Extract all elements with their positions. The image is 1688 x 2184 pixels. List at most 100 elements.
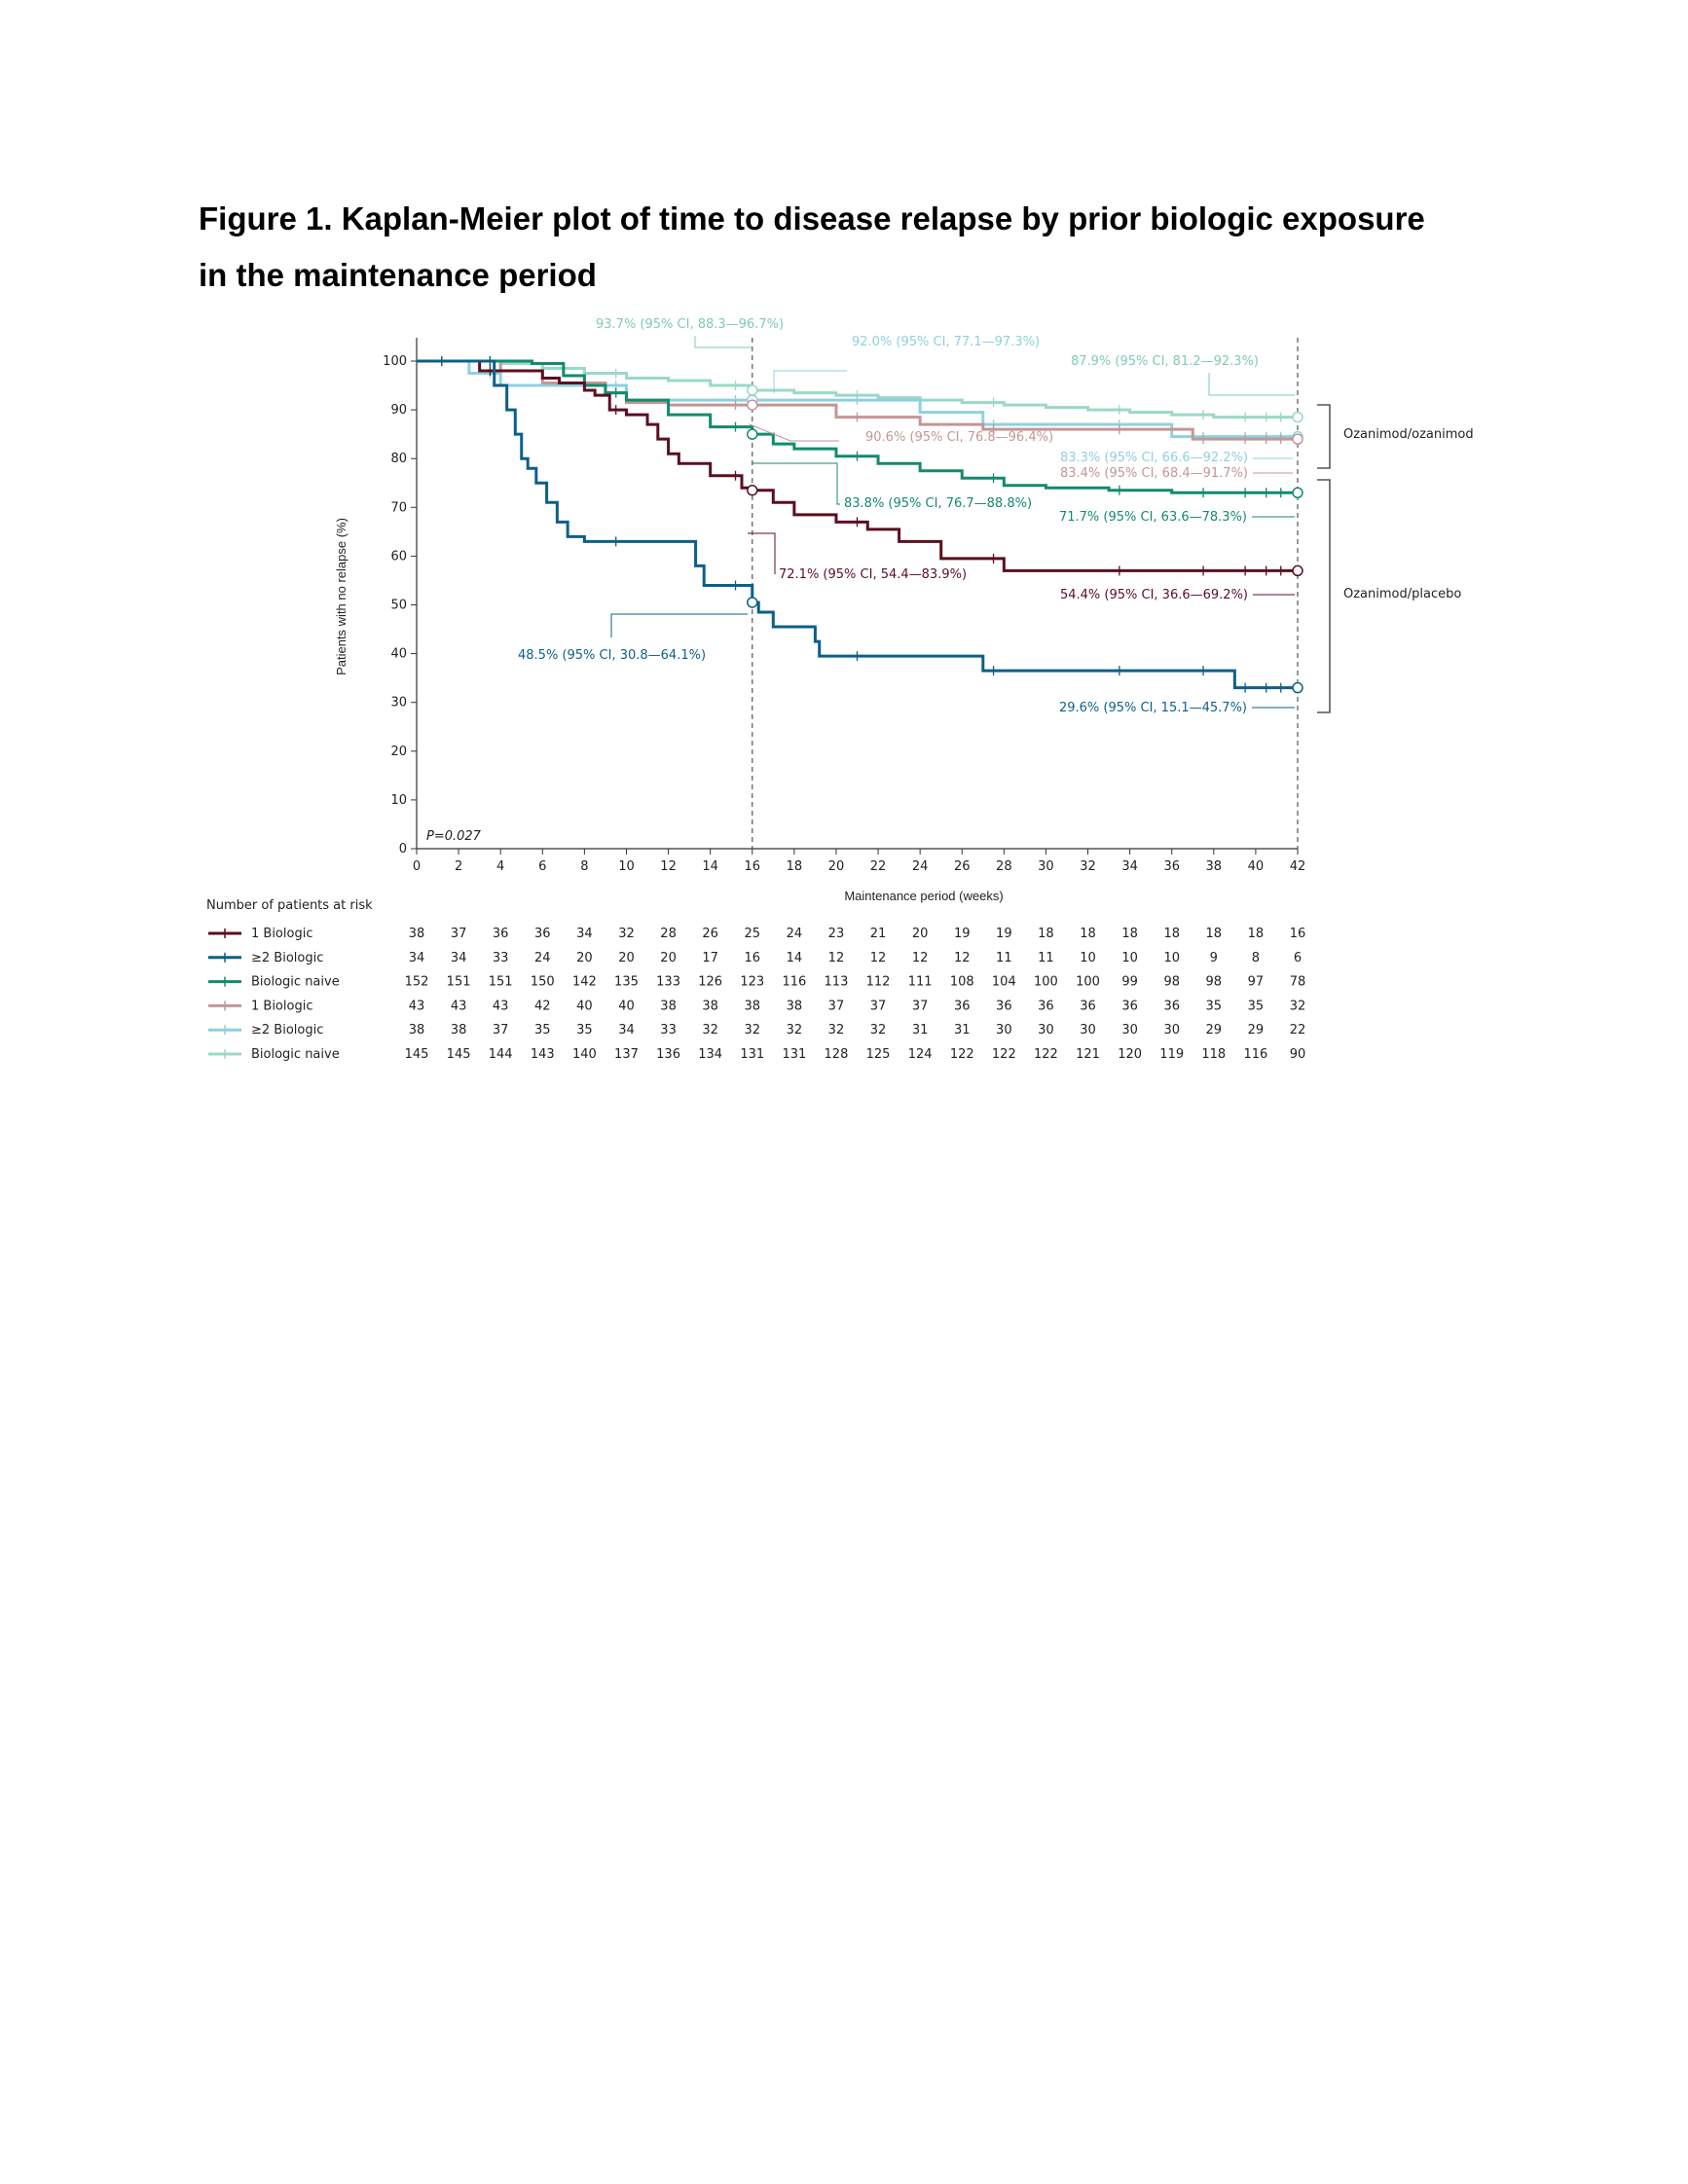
risk-row-label: 1 Biologic (251, 999, 312, 1013)
risk-count: 6 (1294, 951, 1302, 965)
risk-count: 151 (489, 975, 513, 990)
risk-count: 142 (572, 975, 597, 990)
x-tick-label: 34 (1121, 859, 1138, 874)
risk-count: 124 (908, 1047, 933, 1062)
risk-count: 122 (1034, 1047, 1058, 1062)
annotation-label: 93.7% (95% CI, 88.3—96.7%) (596, 317, 784, 332)
estimate-marker (747, 597, 758, 608)
annotation-label: 54.4% (95% CI, 36.6—69.2%) (1060, 588, 1248, 602)
p-value: P=0.027 (426, 829, 482, 844)
annotation-label: 87.9% (95% CI, 81.2—92.3%) (1071, 354, 1259, 369)
annotation-label: 48.5% (95% CI, 30.8—64.1%) (518, 648, 706, 663)
risk-count: 120 (1118, 1047, 1142, 1062)
risk-count: 36 (493, 927, 509, 941)
risk-count: 32 (618, 927, 635, 941)
annotation-label: 92.0% (95% CI, 77.1—97.3%) (852, 335, 1040, 349)
risk-count: 12 (912, 951, 929, 965)
risk-count: 144 (489, 1047, 513, 1062)
risk-count: 8 (1252, 951, 1260, 965)
risk-count: 140 (572, 1047, 597, 1062)
risk-count: 112 (866, 975, 891, 990)
group-bracket (1317, 479, 1331, 713)
risk-count: 25 (744, 927, 760, 941)
risk-count: 36 (954, 999, 971, 1013)
x-tick-label: 22 (870, 859, 887, 874)
risk-count: 32 (828, 1023, 845, 1037)
x-tick-label: 2 (455, 859, 462, 874)
risk-count: 78 (1290, 975, 1306, 990)
risk-count: 40 (576, 999, 593, 1013)
x-tick-label: 10 (618, 859, 635, 874)
risk-count: 122 (992, 1047, 1016, 1062)
risk-count: 36 (1038, 999, 1054, 1013)
risk-count: 14 (787, 951, 803, 965)
risk-count: 36 (1080, 999, 1096, 1013)
risk-count: 33 (660, 1023, 677, 1037)
risk-count: 37 (451, 927, 467, 941)
group-label: Ozanimod/placebo (1343, 587, 1461, 601)
risk-count: 35 (1206, 999, 1223, 1013)
annotation-leader (694, 336, 752, 348)
y-tick-label: 40 (390, 647, 407, 662)
risk-count: 22 (1290, 1023, 1306, 1037)
estimate-marker (1292, 411, 1303, 423)
x-tick-label: 18 (787, 859, 803, 874)
x-tick-label: 12 (660, 859, 677, 874)
risk-count: 40 (618, 999, 635, 1013)
risk-count: 98 (1163, 975, 1180, 990)
risk-count: 34 (576, 927, 593, 941)
risk-count: 33 (493, 951, 509, 965)
group-bracket (1317, 404, 1331, 469)
risk-row-label: Biologic naive (251, 1047, 340, 1062)
risk-count: 10 (1163, 951, 1180, 965)
estimate-marker (1292, 487, 1303, 499)
risk-count: 128 (825, 1047, 849, 1062)
risk-count: 38 (660, 999, 677, 1013)
risk-count: 118 (1201, 1047, 1226, 1062)
risk-count: 17 (702, 951, 718, 965)
risk-row-label: ≥2 Biologic (251, 951, 323, 965)
risk-count: 150 (531, 975, 555, 990)
y-axis-label: Patients with no relapse (%) (334, 518, 349, 675)
annotation-leader (752, 462, 840, 505)
risk-count: 26 (702, 927, 718, 941)
figure-title: Figure 1. Kaplan-Meier plot of time to d… (199, 191, 1561, 304)
risk-count: 116 (1243, 1047, 1267, 1062)
risk-count: 11 (996, 951, 1012, 965)
risk-count: 38 (787, 999, 803, 1013)
risk-count: 29 (1206, 1023, 1223, 1037)
risk-count: 126 (698, 975, 722, 990)
risk-table-header: Number of patients at risk (206, 898, 373, 913)
km-curve-series-2 (417, 359, 1298, 494)
risk-count: 122 (950, 1047, 974, 1062)
risk-count: 108 (950, 975, 974, 990)
y-tick-label: 30 (390, 696, 407, 710)
risk-count: 38 (451, 1023, 467, 1037)
risk-count: 36 (1163, 999, 1180, 1013)
x-tick-label: 24 (912, 859, 929, 874)
risk-count: 32 (702, 1023, 718, 1037)
risk-row-label: Biologic naive (251, 975, 340, 990)
risk-count: 100 (1076, 975, 1100, 990)
risk-count: 152 (405, 975, 429, 990)
risk-count: 36 (1121, 999, 1138, 1013)
risk-count: 43 (451, 999, 467, 1013)
x-tick-label: 32 (1080, 859, 1096, 874)
risk-count: 18 (1163, 927, 1180, 941)
risk-count: 30 (996, 1023, 1012, 1037)
risk-count: 90 (1290, 1047, 1306, 1062)
x-tick-label: 0 (413, 859, 421, 874)
km-curve-series-5 (417, 359, 1298, 419)
risk-count: 43 (493, 999, 509, 1013)
x-tick-label: 16 (744, 859, 760, 874)
risk-count: 38 (744, 999, 760, 1013)
risk-count: 19 (954, 927, 971, 941)
risk-count: 18 (1206, 927, 1223, 941)
risk-count: 111 (908, 975, 933, 990)
risk-count: 131 (740, 1047, 764, 1062)
annotation-label: 83.3% (95% CI, 66.6—92.2%) (1060, 451, 1248, 465)
km-curve-series-4 (417, 359, 1298, 439)
risk-count: 12 (954, 951, 971, 965)
annotation-leader (610, 613, 748, 637)
